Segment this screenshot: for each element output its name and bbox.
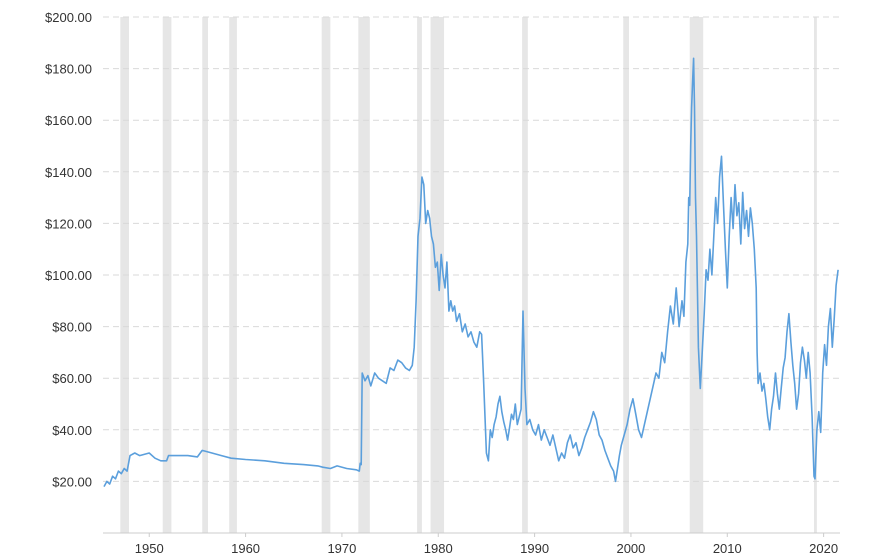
x-tick-label: 1960 — [231, 541, 260, 556]
y-tick-label: $100.00 — [45, 268, 92, 283]
horizontal-gridlines — [103, 16, 840, 482]
x-tick-label: 1950 — [135, 541, 164, 556]
y-tick-label: $120.00 — [45, 216, 92, 231]
y-tick-label: $200.00 — [45, 10, 92, 25]
recession-band — [417, 17, 422, 533]
x-tick-label: 1980 — [424, 541, 453, 556]
y-tick-label: $40.00 — [52, 423, 92, 438]
y-axis-tick-labels: $20.00 $40.00 $60.00 $80.00 $100.00 $120.00 $1… — [45, 10, 92, 489]
x-tick-label: 2020 — [809, 541, 838, 556]
x-tick-label: 1990 — [520, 541, 549, 556]
x-tick-label: 2000 — [616, 541, 645, 556]
y-tick-label: $160.00 — [45, 113, 92, 128]
price-series-line — [103, 57, 839, 487]
y-tick-label: $60.00 — [52, 371, 92, 386]
y-tick-label: $140.00 — [45, 165, 92, 180]
y-tick-label: $80.00 — [52, 320, 92, 335]
y-tick-label: $20.00 — [52, 474, 92, 489]
x-tick-label: 1970 — [327, 541, 356, 556]
y-tick-label: $180.00 — [45, 62, 92, 77]
x-tick-label: 2010 — [713, 541, 742, 556]
x-axis-tick-labels: 1950 1960 1970 1980 1990 2000 2010 2020 — [135, 533, 838, 556]
